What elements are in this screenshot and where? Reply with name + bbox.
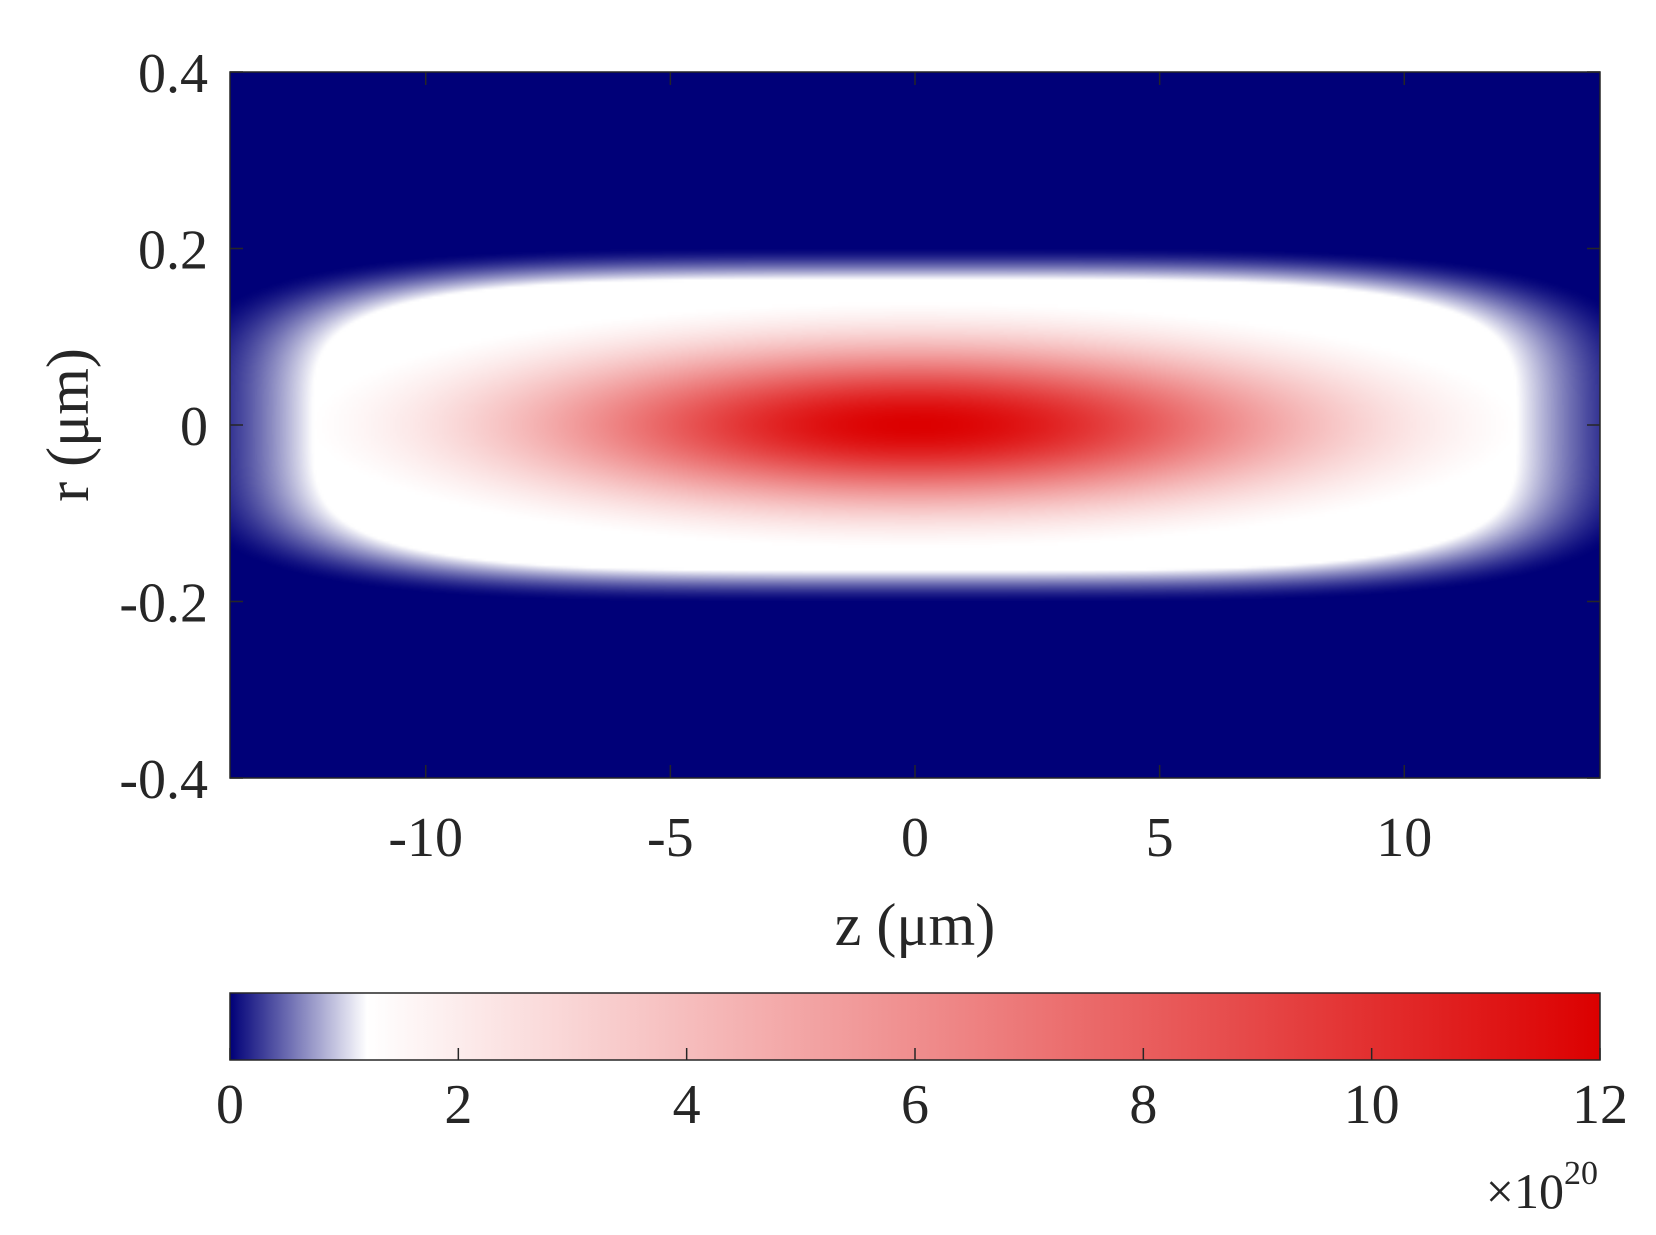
x-tick-label: -5 — [647, 807, 694, 869]
y-tick-label: 0.4 — [138, 43, 208, 105]
x-tick-label: -10 — [388, 807, 463, 869]
plot-area: -10 -5 0 5 10 0.4 0.2 0 -0.2 -0.4 z (μm) r (μm) — [35, 43, 1601, 958]
y-tick-label: -0.4 — [119, 749, 208, 811]
x-tick-label: 5 — [1146, 807, 1174, 869]
colorbar-tick-label: 12 — [1572, 1074, 1628, 1136]
colorbar: 0 2 4 6 8 10 12 ×1020 — [216, 992, 1628, 1219]
colorbar-ticks: 0 2 4 6 8 10 12 — [216, 1048, 1628, 1136]
heatmap-image — [230, 72, 1600, 778]
y-tick-label: 0 — [180, 396, 208, 458]
colorbar-multiplier-base: ×10 — [1486, 1163, 1564, 1219]
colorbar-tick-label: 10 — [1344, 1074, 1400, 1136]
x-axis-label: z (μm) — [835, 892, 995, 958]
x-ticks: -10 -5 0 5 10 — [388, 72, 1432, 869]
y-axis-label: r (μm) — [35, 348, 101, 502]
y-tick-label: 0.2 — [138, 220, 208, 282]
colorbar-tick-label: 4 — [673, 1074, 701, 1136]
colorbar-multiplier-exponent: 20 — [1564, 1155, 1598, 1192]
x-tick-label: 0 — [901, 807, 929, 869]
colorbar-tick-label: 2 — [444, 1074, 472, 1136]
colorbar-multiplier: ×1020 — [1486, 1155, 1598, 1219]
colorbar-tick-label: 0 — [216, 1074, 244, 1136]
y-ticks: 0.4 0.2 0 -0.2 -0.4 — [119, 43, 1600, 811]
x-tick-label: 10 — [1376, 807, 1432, 869]
colorbar-tick-label: 8 — [1129, 1074, 1157, 1136]
y-tick-label: -0.2 — [119, 573, 208, 635]
colorbar-tick-label: 6 — [901, 1074, 929, 1136]
